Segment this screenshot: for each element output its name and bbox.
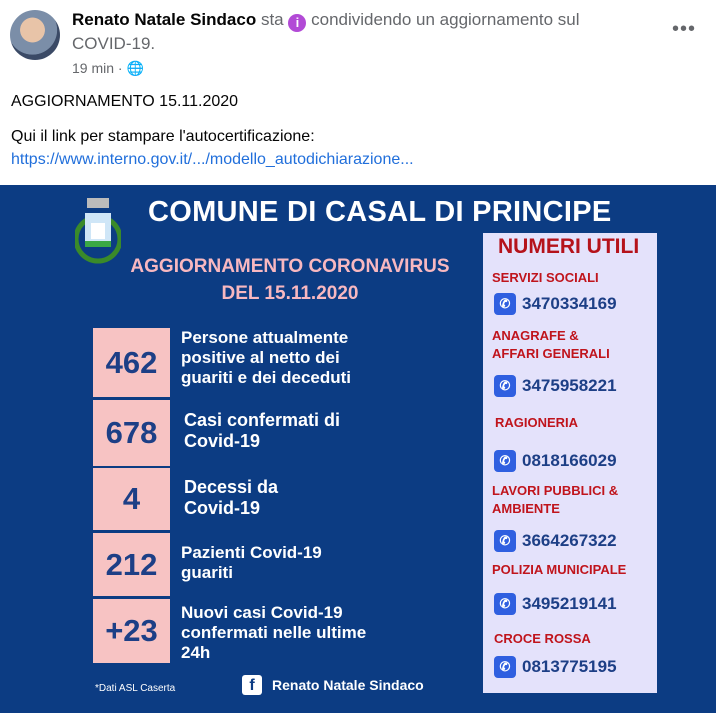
phone-icon: ✆ <box>494 656 516 678</box>
phone-text: 0818166029 <box>522 451 617 470</box>
number-label: LAVORI PUBBLICI & AMBIENTE <box>492 483 619 516</box>
globe-icon: 🌐 <box>126 60 144 76</box>
timestamp[interactable]: 19 min <box>72 60 115 76</box>
facebook-icon: f <box>242 675 262 695</box>
avatar[interactable] <box>10 10 60 60</box>
author-name[interactable]: Renato Natale Sindaco <box>72 10 257 29</box>
subtitle-line1: AGGIORNAMENTO CORONAVIRUS <box>130 256 450 277</box>
phone-number: ✆ 3664267322 <box>494 530 617 552</box>
stat-value: +23 <box>93 599 170 663</box>
verb: sta <box>260 10 284 29</box>
phone-icon: ✆ <box>494 530 516 552</box>
phone-number: ✆ 3470334169 <box>494 293 617 315</box>
info-icon: i <box>288 14 307 32</box>
phone-number: ✆ 0818166029 <box>494 450 617 472</box>
post-text-line1: AGGIORNAMENTO 15.11.2020 <box>11 93 239 110</box>
stat-label: Decessi da Covid-19 <box>184 477 279 518</box>
post-link[interactable]: https://www.interno.gov.it/.../modello_a… <box>11 151 414 168</box>
post-meta: 19 min · 🌐 <box>72 60 144 77</box>
phone-number: ✆ 3495219141 <box>494 593 617 615</box>
post-text: Qui il link per stampare l'autocertifica… <box>11 128 315 145</box>
stat-label: Casi confermati di Covid-19 <box>184 410 341 451</box>
post-text-line2: Qui il link per stampare l'autocertifica… <box>11 125 414 171</box>
phone-icon: ✆ <box>494 450 516 472</box>
number-label: CROCE ROSSA <box>494 631 591 646</box>
post-header: Renato Natale Sindaco sta i condividendo… <box>72 8 632 55</box>
number-label: ANAGRAFE & AFFARI GENERALI <box>492 328 610 361</box>
separator: · <box>117 60 123 76</box>
number-label: POLIZIA MUNICIPALE <box>492 562 627 577</box>
image-subtitle: AGGIORNAMENTO CORONAVIRUS DEL 15.11.2020 <box>110 253 470 307</box>
stat-value: 678 <box>93 400 170 466</box>
more-options-button[interactable]: ••• <box>672 18 697 40</box>
stat-value: 4 <box>93 468 170 530</box>
number-label: SERVIZI SOCIALI <box>492 270 599 285</box>
image-title: COMUNE DI CASAL DI PRINCIPE <box>148 196 612 228</box>
data-source: *Dati ASL Caserta <box>95 683 176 694</box>
facebook-page-tag: f Renato Natale Sindaco <box>242 675 424 695</box>
crest-logo <box>75 198 121 264</box>
phone-icon: ✆ <box>494 375 516 397</box>
stat-label: Pazienti Covid-19 guariti <box>181 543 322 582</box>
stat-value: 212 <box>93 533 170 596</box>
phone-number: ✆ 0813775195 <box>494 656 617 678</box>
numbers-title: NUMERI UTILI <box>498 235 640 258</box>
phone-text: 3470334169 <box>522 294 617 313</box>
stat-value: 462 <box>93 328 170 397</box>
phone-text: 3664267322 <box>522 531 617 550</box>
page-name: Renato Natale Sindaco <box>272 677 424 693</box>
stat-label: Persone attualmente positive al netto de… <box>181 328 352 387</box>
phone-text: 0813775195 <box>522 657 617 676</box>
subtitle-line2: DEL 15.11.2020 <box>221 283 359 304</box>
number-label: RAGIONERIA <box>495 415 579 430</box>
stat-label: Nuovi casi Covid-19 confermati nelle ult… <box>181 603 367 662</box>
phone-icon: ✆ <box>494 293 516 315</box>
phone-text: 3495219141 <box>522 594 617 613</box>
activity-text: condividendo un aggiornamento sul COVID-… <box>72 10 580 53</box>
phone-text: 3475958221 <box>522 376 617 395</box>
phone-number: ✆ 3475958221 <box>494 375 617 397</box>
phone-icon: ✆ <box>494 593 516 615</box>
